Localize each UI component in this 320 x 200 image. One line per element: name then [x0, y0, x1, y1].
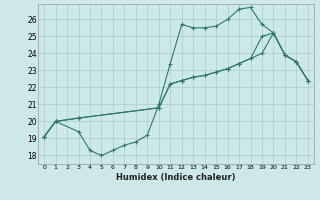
X-axis label: Humidex (Indice chaleur): Humidex (Indice chaleur)	[116, 173, 236, 182]
